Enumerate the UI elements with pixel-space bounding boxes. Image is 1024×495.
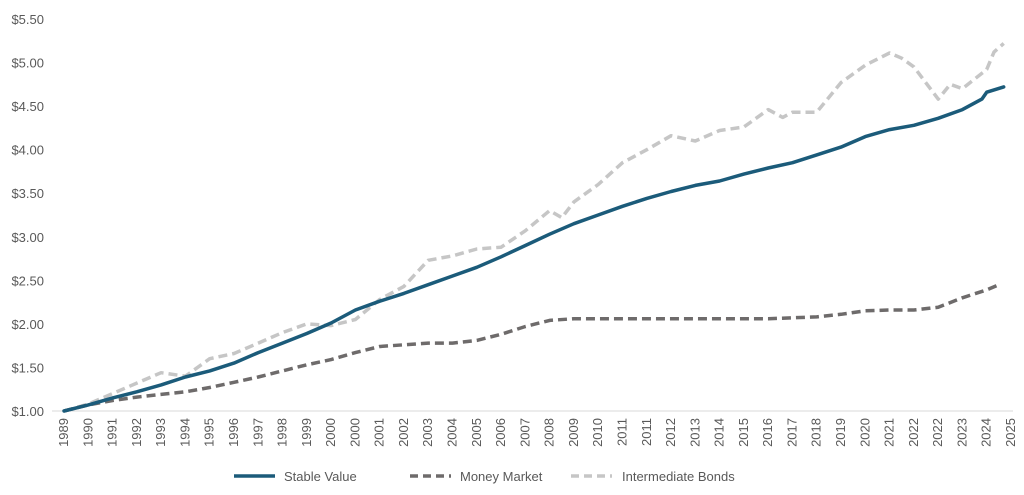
legend-label-stable-value: Stable Value — [284, 469, 357, 484]
x-tick-label: 2003 — [420, 418, 435, 447]
x-tick-label: 2002 — [396, 418, 411, 447]
y-tick-label: $2.00 — [11, 317, 44, 332]
x-tick-label: 2008 — [542, 418, 557, 447]
legend-item-stable-value: Stable Value — [234, 469, 357, 484]
series-line-stable-value — [62, 85, 1006, 413]
x-tick-label: 1998 — [275, 418, 290, 447]
x-tick-label: 2009 — [566, 418, 581, 447]
series-lines — [62, 42, 1006, 413]
x-tick-label: 2000 — [323, 418, 338, 447]
x-tick-label: 2021 — [882, 418, 897, 447]
x-tick-label: 1992 — [129, 418, 144, 447]
x-tick-label: 2015 — [736, 418, 751, 447]
x-tick-label: 1991 — [105, 418, 120, 447]
legend-label-intermediate-bonds: Intermediate Bonds — [622, 469, 735, 484]
series-line-intermediate-bonds — [63, 42, 1005, 413]
x-axis: 1989 1990 1991 1992 1993 1994 1995 1996 1997 1998… — [56, 418, 1018, 447]
x-tick-label: 2014 — [712, 418, 727, 447]
x-tick-label: 1999 — [299, 418, 314, 447]
x-tick-label: 2025 — [1003, 418, 1018, 447]
y-axis: $1.00 $1.50 $2.00 $2.50 $3.00 $3.50 $4.00 $4.50… — [11, 12, 44, 419]
y-tick-label: $1.50 — [11, 360, 44, 375]
y-tick-label: $3.00 — [11, 230, 44, 245]
y-tick-label: $4.00 — [11, 143, 44, 158]
x-tick-label: 2016 — [760, 418, 775, 447]
x-tick-label: 2022 — [930, 418, 945, 447]
x-tick-label: 2011 — [639, 418, 654, 446]
x-tick-label: 2023 — [954, 418, 969, 447]
x-tick-label: 2011 — [614, 418, 629, 446]
legend-label-money-market: Money Market — [460, 469, 543, 484]
x-tick-label: 2018 — [809, 418, 824, 447]
series-line-money-market — [63, 283, 1000, 413]
y-tick-label: $1.00 — [11, 404, 44, 419]
x-tick-label: 2006 — [493, 418, 508, 447]
x-tick-label: 2024 — [979, 418, 994, 447]
y-tick-label: $3.50 — [11, 186, 44, 201]
x-tick-label: 1989 — [56, 418, 71, 447]
x-tick-label: 2013 — [687, 418, 702, 447]
legend-item-intermediate-bonds: Intermediate Bonds — [571, 469, 735, 484]
x-tick-label: 1996 — [226, 418, 241, 447]
x-tick-label: 2001 — [372, 418, 387, 447]
x-tick-label: 1995 — [202, 418, 217, 447]
x-tick-label: 1990 — [80, 418, 95, 447]
x-tick-label: 2004 — [445, 418, 460, 447]
x-tick-label: 2000 — [347, 418, 362, 447]
x-tick-label: 2007 — [517, 418, 532, 447]
x-tick-label: 2022 — [906, 418, 921, 447]
x-tick-label: 2017 — [784, 418, 799, 447]
x-tick-label: 1993 — [153, 418, 168, 447]
y-tick-label: $2.50 — [11, 273, 44, 288]
x-tick-label: 2020 — [857, 418, 872, 447]
y-tick-label: $5.50 — [11, 12, 44, 27]
x-tick-label: 2019 — [833, 418, 848, 447]
legend-item-money-market: Money Market — [410, 469, 543, 484]
y-tick-label: $4.50 — [11, 99, 44, 114]
y-tick-label: $5.00 — [11, 56, 44, 71]
x-tick-label: 2012 — [663, 418, 678, 447]
x-tick-label: 2005 — [469, 418, 484, 447]
x-tick-label: 1994 — [177, 418, 192, 447]
legend: Stable Value Money Market Intermediate B… — [234, 469, 735, 484]
x-tick-label: 2010 — [590, 418, 605, 447]
x-tick-label: 1997 — [250, 418, 265, 447]
